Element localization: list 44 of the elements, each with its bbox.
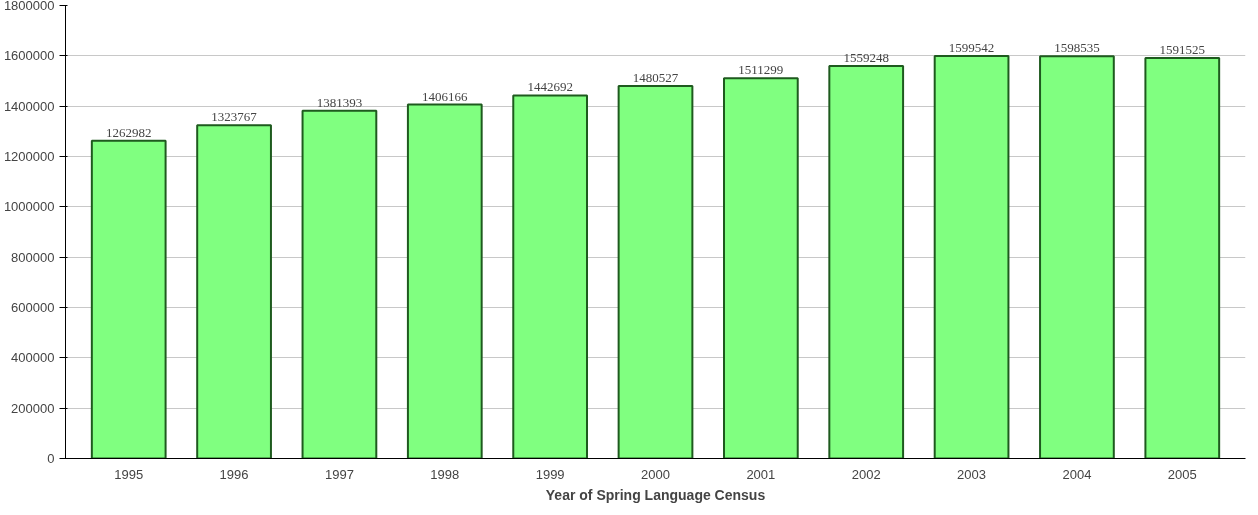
bar <box>828 65 905 459</box>
y-tick-label: 1600000 <box>3 48 55 64</box>
x-tick-label: 2002 <box>851 466 881 482</box>
y-tick-label: 400000 <box>11 350 55 366</box>
bar <box>1144 56 1221 459</box>
data-label: 1406166 <box>422 88 469 104</box>
x-tick-label: 2005 <box>1167 466 1197 482</box>
x-tick-label: 2001 <box>746 466 776 482</box>
x-tick-label: 2004 <box>1062 466 1092 482</box>
y-tick-label: 1200000 <box>3 149 55 164</box>
bar <box>196 124 272 459</box>
data-label: 1442692 <box>527 79 573 95</box>
x-tick-label: 1995 <box>114 466 144 482</box>
x-tick-label: 1997 <box>324 466 354 482</box>
bar <box>722 77 799 459</box>
bar <box>1039 55 1115 459</box>
y-tick-label: 1400000 <box>3 98 55 114</box>
bar <box>301 109 378 459</box>
data-label: 1599542 <box>948 39 995 55</box>
y-tick-label: 1800000 <box>3 0 55 13</box>
data-label: 1591525 <box>1159 41 1206 57</box>
data-label: 1262982 <box>105 124 152 140</box>
x-tick-label: 1999 <box>535 466 565 482</box>
bar <box>933 54 1010 459</box>
y-tick-label: 600000 <box>11 300 55 315</box>
data-label: 1511299 <box>738 62 784 78</box>
y-tick-label: 1000000 <box>3 199 55 215</box>
x-axis-title: Year of Spring Language Census <box>545 486 766 503</box>
y-tick-label: 200000 <box>11 400 55 416</box>
data-label: 1598535 <box>1054 40 1100 56</box>
data-label: 1559248 <box>843 50 889 66</box>
bar <box>90 139 167 459</box>
bar <box>512 94 589 459</box>
data-label: 1381393 <box>316 94 363 110</box>
data-label: 1323767 <box>211 109 258 125</box>
x-tick-label: 2003 <box>957 466 987 482</box>
x-tick-label: 1998 <box>430 466 460 482</box>
y-tick-label: 0 <box>47 451 55 466</box>
x-tick-label: 2000 <box>641 466 670 482</box>
x-tick-label: 1996 <box>219 466 249 482</box>
bar <box>406 103 483 459</box>
y-tick-label: 800000 <box>11 249 55 265</box>
bar <box>617 84 694 459</box>
data-label: 1480527 <box>632 69 679 85</box>
